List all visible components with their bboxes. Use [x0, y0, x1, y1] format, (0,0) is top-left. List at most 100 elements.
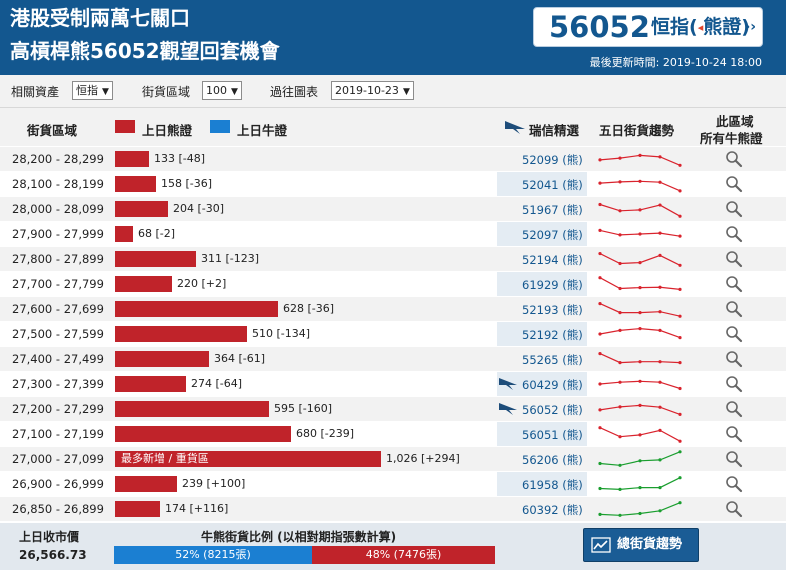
trend-point — [678, 412, 682, 416]
featured-warrant-code[interactable]: 56052 — [549, 10, 650, 44]
underlying-name-right: 熊證) — [703, 16, 750, 38]
trend-point — [598, 276, 602, 280]
bear-volume-bar — [115, 176, 156, 192]
trend-point — [638, 208, 642, 212]
bar-value-label: 133 [-48] — [154, 152, 206, 165]
trend-point — [618, 361, 622, 365]
featured-warrant-cell: 60392 (熊) — [497, 497, 587, 521]
bar-value-label: 68 [-2] — [138, 227, 176, 240]
featured-warrant-cell: 56206 (熊) — [497, 447, 587, 471]
warrant-code-link[interactable]: 52194 (熊) — [522, 253, 583, 267]
asset-select[interactable]: 恒指 ▼ — [72, 81, 113, 100]
five-day-trend-sparkline — [598, 450, 682, 467]
warrant-code-link[interactable]: 60429 (熊) — [522, 378, 583, 392]
five-day-trend-sparkline — [598, 476, 682, 491]
trend-point — [658, 405, 662, 409]
trend-point — [618, 405, 622, 409]
search-icon[interactable] — [725, 400, 743, 418]
table-row: 27,800 - 27,899 311 [-123] 52194 (熊) — [0, 247, 786, 271]
history-date-select[interactable]: 2019-10-23 ▼ — [331, 81, 414, 100]
trend-point — [678, 163, 682, 167]
search-icon[interactable] — [725, 300, 743, 318]
featured-warrant-cell: 56052 (熊) — [497, 397, 587, 421]
trend-point — [658, 380, 662, 384]
zone-range: 28,000 - 28,099 — [12, 202, 104, 216]
warrant-code-link[interactable]: 51967 (熊) — [522, 203, 583, 217]
featured-warrant-cell: 52193 (熊) — [497, 297, 587, 321]
bar-value-label: 510 [-134] — [252, 327, 311, 340]
bar-value-label: 274 [-64] — [191, 377, 243, 390]
chevron-right-icon[interactable]: ›› — [744, 19, 756, 35]
bar-value-label: 158 [-36] — [161, 177, 213, 190]
zone-select[interactable]: 100 ▼ — [202, 81, 242, 100]
search-icon[interactable] — [725, 350, 743, 368]
five-day-trend-sparkline — [598, 228, 682, 238]
search-icon[interactable] — [725, 275, 743, 293]
zone-range: 27,000 - 27,099 — [12, 452, 104, 466]
bear-volume-bar — [115, 151, 149, 167]
bar-value-label: 220 [+2] — [177, 277, 227, 290]
trend-point — [598, 158, 602, 162]
table-row: 27,600 - 27,699 628 [-36] 52193 (熊) — [0, 297, 786, 321]
warrant-code-link[interactable]: 61929 (熊) — [522, 278, 583, 292]
trend-point — [678, 314, 682, 318]
warrant-code-link[interactable]: 56051 (熊) — [522, 428, 583, 442]
search-icon[interactable] — [725, 325, 743, 343]
warrant-code-link[interactable]: 56052 (熊) — [522, 403, 583, 417]
warrant-code-link[interactable]: 52193 (熊) — [522, 303, 583, 317]
search-icon[interactable] — [725, 425, 743, 443]
warrant-code-link[interactable]: 55265 (熊) — [522, 353, 583, 367]
search-icon[interactable] — [725, 250, 743, 268]
search-icon[interactable] — [725, 175, 743, 193]
trend-point — [678, 476, 682, 480]
five-day-trend-sparkline — [598, 179, 682, 193]
search-icon[interactable] — [725, 375, 743, 393]
warrant-code-link[interactable]: 52041 (熊) — [522, 178, 583, 192]
warrant-code-link[interactable]: 56206 (熊) — [522, 453, 583, 467]
trend-point — [638, 311, 642, 315]
warrant-code-link[interactable]: 52097 (熊) — [522, 228, 583, 242]
trend-point — [638, 327, 642, 331]
search-icon[interactable] — [725, 150, 743, 168]
five-day-trend-sparkline — [598, 252, 682, 267]
trend-point — [618, 233, 622, 237]
dropdown-arrow-icon: ▼ — [102, 87, 109, 97]
trend-point — [598, 332, 602, 336]
five-day-trend-sparkline — [598, 379, 682, 391]
featured-warrant-cell: 52194 (熊) — [497, 247, 587, 271]
trend-point — [658, 360, 662, 364]
search-icon[interactable] — [725, 475, 743, 493]
five-day-trend-sparkline — [598, 153, 682, 167]
five-day-trend-sparkline — [598, 327, 682, 340]
bear-volume-bar — [115, 276, 172, 292]
trend-point — [658, 253, 662, 257]
bar-value-label: 595 [-160] — [274, 402, 333, 415]
overall-trend-button[interactable]: 總街貨趨勢 — [583, 528, 699, 562]
trend-point — [658, 231, 662, 235]
trend-point — [598, 202, 602, 207]
trend-point — [678, 439, 682, 443]
trend-point — [678, 361, 682, 365]
warrant-code-link[interactable]: 52099 (熊) — [522, 153, 583, 167]
all-warrants-header-line1: 此區域 — [716, 114, 754, 129]
bear-volume-bar — [115, 301, 278, 317]
warrant-code-link[interactable]: 60392 (熊) — [522, 503, 583, 517]
warrant-code-link[interactable]: 61958 (熊) — [522, 478, 583, 492]
featured-warrant-cell: 52097 (熊) — [497, 222, 587, 246]
featured-warrant-box[interactable]: 56052 恒指(◂熊證) ›› — [533, 7, 763, 47]
search-icon[interactable] — [725, 200, 743, 218]
warrant-code-link[interactable]: 52192 (熊) — [522, 328, 583, 342]
trend-point — [638, 433, 642, 437]
search-icon[interactable] — [725, 450, 743, 468]
bar-value-label: 204 [-30] — [173, 202, 225, 215]
filter-bar: 相關資產 恒指 ▼ 街貨區域 100 ▼ 過往圖表 2019-10-23 ▼ — [0, 75, 786, 108]
credit-suisse-logo-icon — [505, 121, 525, 134]
trend-point — [678, 450, 682, 454]
search-icon[interactable] — [725, 500, 743, 518]
five-day-trend-sparkline — [598, 426, 682, 443]
trend-point — [618, 311, 622, 315]
search-icon[interactable] — [725, 225, 743, 243]
zone-range: 27,700 - 27,799 — [12, 277, 104, 291]
trend-point — [638, 360, 642, 364]
legend-bull-label: 上日牛證 — [237, 123, 288, 138]
